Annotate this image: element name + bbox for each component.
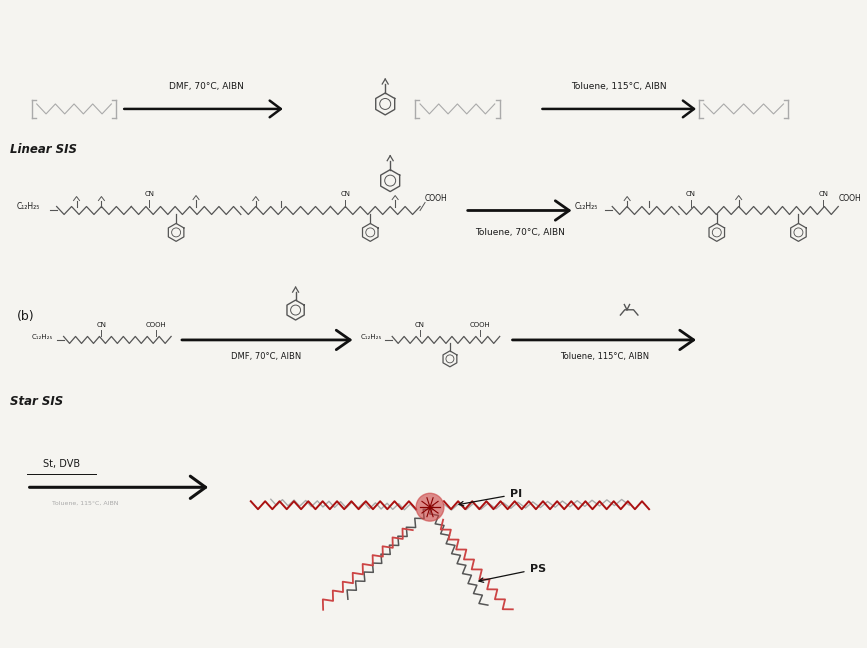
- Text: DMF, 70°C, AIBN: DMF, 70°C, AIBN: [231, 352, 301, 361]
- Text: COOH: COOH: [425, 194, 447, 203]
- Text: CN: CN: [818, 191, 828, 196]
- Text: St, DVB: St, DVB: [43, 459, 80, 469]
- Text: Toluene, 115°C, AIBN: Toluene, 115°C, AIBN: [560, 352, 649, 361]
- Text: COOH: COOH: [838, 194, 861, 203]
- Text: COOH: COOH: [469, 322, 490, 328]
- Text: PS: PS: [479, 564, 545, 583]
- Text: CN: CN: [96, 322, 107, 328]
- Text: C₁₂H₂₅: C₁₂H₂₅: [32, 334, 53, 340]
- Text: (b): (b): [16, 310, 35, 323]
- Text: CN: CN: [686, 191, 696, 196]
- Text: Star SIS: Star SIS: [10, 395, 63, 408]
- Text: CN: CN: [341, 191, 350, 196]
- Text: Linear SIS: Linear SIS: [10, 143, 77, 156]
- Text: C₁₂H₂₅: C₁₂H₂₅: [16, 202, 40, 211]
- Text: Toluene, 115°C, AIBN: Toluene, 115°C, AIBN: [571, 82, 667, 91]
- Text: Toluene, 70°C, AIBN: Toluene, 70°C, AIBN: [475, 228, 564, 237]
- Text: DMF, 70°C, AIBN: DMF, 70°C, AIBN: [168, 82, 244, 91]
- Text: Toluene, 115°C, AIBN: Toluene, 115°C, AIBN: [52, 502, 118, 506]
- Text: C₁₂H₂₅: C₁₂H₂₅: [361, 334, 381, 340]
- Text: C₁₂H₂₅: C₁₂H₂₅: [575, 202, 597, 211]
- Text: CN: CN: [415, 322, 425, 328]
- Circle shape: [416, 493, 444, 521]
- Text: PI: PI: [459, 489, 522, 506]
- Text: COOH: COOH: [146, 322, 166, 328]
- Text: CN: CN: [144, 191, 154, 196]
